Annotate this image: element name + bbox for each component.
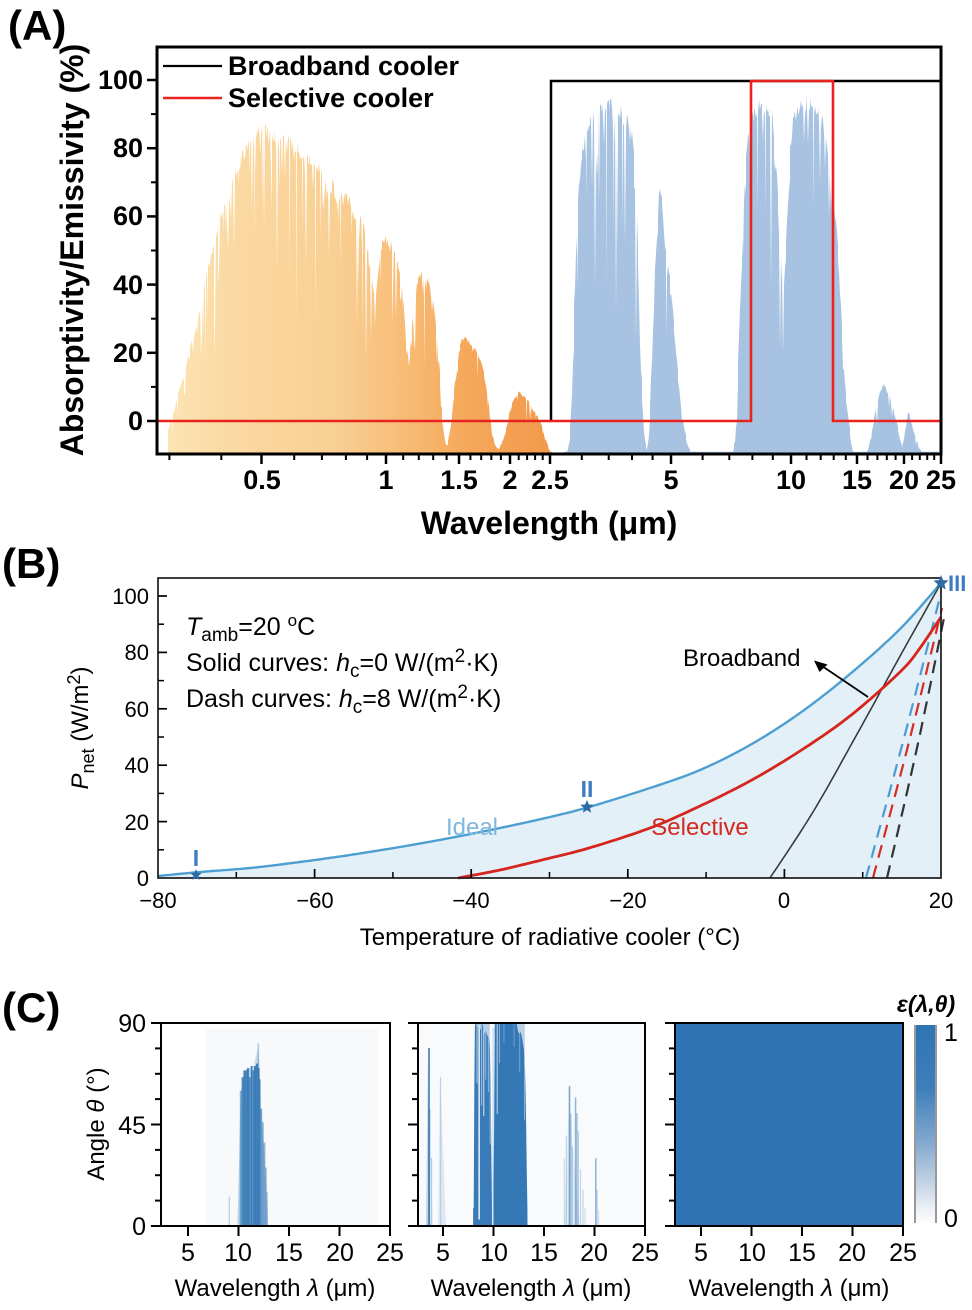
- svg-text:10: 10: [224, 1239, 252, 1267]
- svg-text:5: 5: [181, 1239, 195, 1267]
- svg-text:−80: −80: [139, 888, 176, 913]
- svg-text:Selective cooler: Selective cooler: [228, 83, 434, 113]
- svg-text:Dash curves: hc=8 W/(m2·K): Dash curves: hc=8 W/(m2·K): [186, 682, 501, 718]
- svg-text:0: 0: [132, 1213, 146, 1241]
- svg-text:60: 60: [125, 697, 149, 722]
- svg-text:Temperature of radiative coole: Temperature of radiative cooler (°C): [360, 924, 740, 951]
- svg-text:II: II: [581, 776, 594, 802]
- svg-text:10: 10: [480, 1239, 508, 1267]
- svg-text:25: 25: [631, 1239, 659, 1267]
- svg-text:5: 5: [694, 1239, 708, 1267]
- svg-text:2.5: 2.5: [531, 465, 569, 495]
- svg-text:0: 0: [137, 866, 149, 891]
- svg-text:25: 25: [926, 465, 956, 495]
- svg-text:90: 90: [118, 1010, 146, 1038]
- svg-text:Wavelength (μm): Wavelength (μm): [421, 505, 678, 541]
- svg-text:Ideal: Ideal: [446, 814, 498, 841]
- svg-text:III: III: [948, 571, 966, 596]
- svg-text:0.5: 0.5: [243, 465, 281, 495]
- svg-text:Solid curves: hc=0 W/(m2·K): Solid curves: hc=0 W/(m2·K): [186, 646, 499, 682]
- svg-text:10: 10: [738, 1239, 766, 1267]
- svg-text:Wavelength λ (μm): Wavelength λ (μm): [689, 1275, 890, 1302]
- svg-text:5: 5: [436, 1239, 450, 1267]
- svg-text:1: 1: [378, 465, 393, 495]
- svg-text:20: 20: [889, 465, 919, 495]
- svg-text:40: 40: [113, 270, 143, 300]
- svg-text:Angle θ (°): Angle θ (°): [83, 1067, 110, 1180]
- svg-text:Tamb=20 oC: Tamb=20 oC: [186, 611, 315, 646]
- svg-text:Wavelength λ (μm): Wavelength λ (μm): [175, 1275, 376, 1302]
- svg-text:20: 20: [838, 1239, 866, 1267]
- svg-text:80: 80: [113, 133, 143, 163]
- svg-text:15: 15: [788, 1239, 816, 1267]
- svg-text:0: 0: [128, 406, 143, 436]
- svg-text:20: 20: [113, 338, 143, 368]
- svg-text:20: 20: [326, 1239, 354, 1267]
- svg-text:20: 20: [929, 888, 953, 913]
- svg-text:40: 40: [125, 753, 149, 778]
- svg-text:45: 45: [118, 1112, 146, 1140]
- svg-text:Broadband: Broadband: [683, 645, 800, 672]
- svg-text:25: 25: [376, 1239, 404, 1267]
- svg-text:10: 10: [776, 465, 806, 495]
- svg-text:−60: −60: [296, 888, 333, 913]
- svg-text:20: 20: [580, 1239, 608, 1267]
- svg-text:15: 15: [275, 1239, 303, 1267]
- svg-text:80: 80: [125, 640, 149, 665]
- svg-text:Wavelength λ (μm): Wavelength λ (μm): [431, 1275, 632, 1302]
- svg-text:ε(λ,θ): ε(λ,θ): [897, 991, 955, 1017]
- svg-text:−20: −20: [609, 888, 646, 913]
- svg-text:5: 5: [663, 465, 678, 495]
- svg-text:(A): (A): [8, 2, 66, 49]
- svg-text:1: 1: [944, 1019, 958, 1047]
- svg-text:100: 100: [112, 584, 149, 609]
- svg-text:Pnet (W/m2): Pnet (W/m2): [64, 666, 98, 789]
- svg-text:0: 0: [944, 1205, 958, 1233]
- svg-text:(C): (C): [2, 984, 60, 1031]
- svg-text:15: 15: [842, 465, 872, 495]
- svg-text:20: 20: [125, 810, 149, 835]
- svg-text:100: 100: [98, 65, 143, 95]
- svg-text:−40: −40: [452, 888, 489, 913]
- svg-text:1.5: 1.5: [440, 465, 478, 495]
- svg-text:Absorptivity/Emissivity (%): Absorptivity/Emissivity (%): [54, 44, 90, 457]
- svg-text:2: 2: [502, 465, 517, 495]
- svg-text:15: 15: [530, 1239, 558, 1267]
- svg-text:0: 0: [778, 888, 790, 913]
- svg-text:(B): (B): [2, 540, 60, 587]
- svg-text:Selective: Selective: [651, 814, 748, 841]
- svg-text:60: 60: [113, 201, 143, 231]
- svg-text:Broadband cooler: Broadband cooler: [228, 51, 460, 81]
- svg-text:25: 25: [889, 1239, 917, 1267]
- svg-text:I: I: [193, 845, 199, 871]
